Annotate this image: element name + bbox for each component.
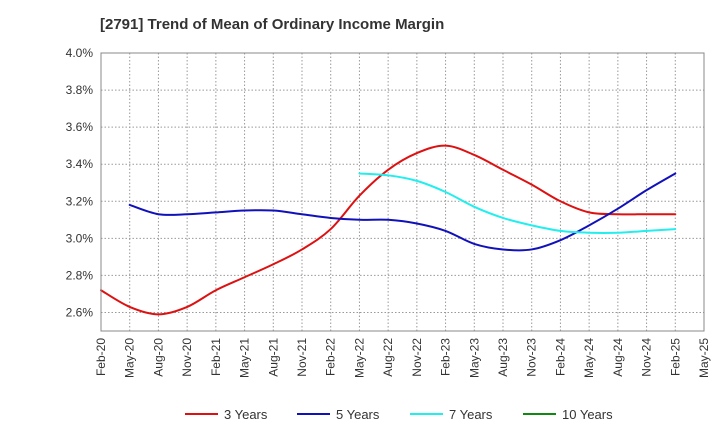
x-tick-label: Feb-20 (94, 338, 108, 376)
x-tick-label: May-25 (697, 338, 711, 378)
y-tick-label: 3.6% (66, 120, 94, 134)
series-line-1 (100, 144, 677, 316)
y-tick-label: 4.0% (66, 46, 94, 60)
plot-area-frame (100, 52, 705, 332)
y-tick-label: 3.4% (66, 157, 94, 171)
x-tick-label: May-20 (123, 338, 137, 378)
series-line-3 (358, 172, 677, 235)
x-tick-label: May-21 (238, 338, 252, 378)
y-tick-label: 3.2% (66, 194, 94, 208)
x-tick-label: Feb-24 (553, 338, 567, 376)
y-tick-label: 2.8% (66, 268, 94, 282)
x-tick-label: Nov-22 (410, 338, 424, 377)
y-axis: 2.6% 2.8% 3.0% 3.2% 3.4% 3.6% 3.8% 4.0% (66, 46, 94, 319)
chart-title: [2791] Trend of Mean of Ordinary Income … (100, 16, 445, 33)
x-axis: Feb-20 May-20 Aug-20 Nov-20 Feb-21 May-21 Aug-… (94, 338, 711, 378)
x-tick-label: Nov-23 (525, 338, 539, 377)
x-tick-label: Nov-20 (180, 338, 194, 377)
y-tick-label: 2.6% (66, 305, 94, 319)
legend-label: 5 Years (336, 407, 380, 422)
x-tick-label: Feb-23 (439, 338, 453, 376)
grid-lines (100, 52, 705, 331)
x-tick-label: May-22 (352, 338, 366, 378)
y-tick-label: 3.8% (66, 83, 94, 97)
x-tick-label: Aug-20 (151, 338, 165, 377)
x-tick-label: Feb-25 (668, 338, 682, 376)
legend-label: 7 Years (449, 407, 493, 422)
x-tick-label: May-24 (582, 338, 596, 378)
x-tick-label: Nov-21 (295, 338, 309, 377)
x-tick-label: Aug-23 (496, 338, 510, 377)
x-tick-label: Feb-21 (209, 338, 223, 376)
x-tick-label: Feb-22 (324, 338, 338, 376)
series-lines (100, 144, 677, 316)
series-line-2 (128, 172, 677, 252)
legend-label: 10 Years (562, 407, 613, 422)
x-tick-label: May-23 (467, 338, 481, 378)
x-tick-label: Nov-24 (640, 338, 654, 377)
legend-label: 3 Years (224, 407, 268, 422)
x-tick-label: Aug-24 (611, 338, 625, 377)
y-tick-label: 3.0% (66, 231, 94, 245)
x-tick-label: Aug-22 (381, 338, 395, 377)
x-tick-label: Aug-21 (266, 338, 280, 377)
legend: 3 Years 5 Years 7 Years 10 Years (185, 407, 613, 422)
